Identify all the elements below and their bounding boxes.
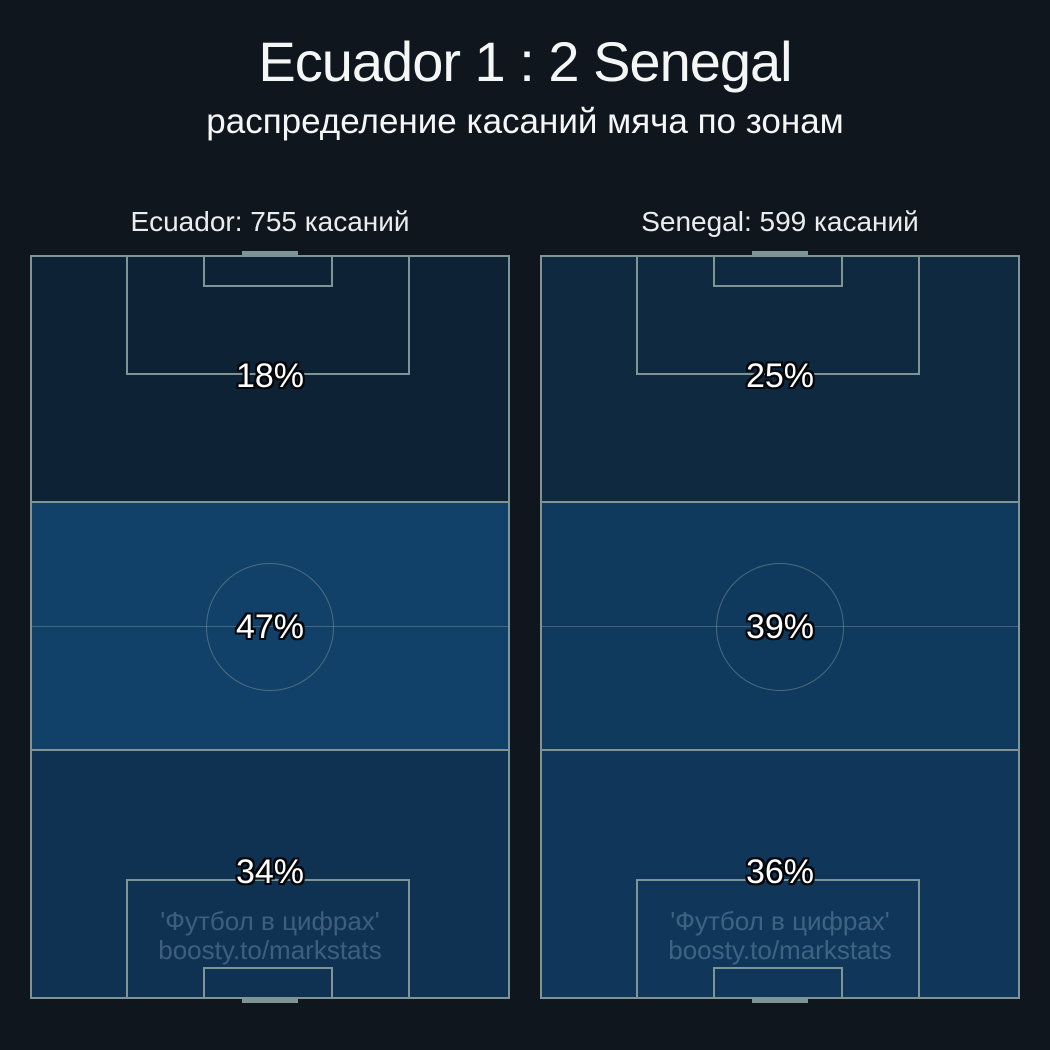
goal-bottom: [752, 997, 808, 1003]
zone-divider: [540, 501, 1020, 503]
penalty-box-bottom: [636, 879, 920, 999]
percent-label-defensive: 34%: [235, 853, 305, 891]
zone-divider: [30, 501, 510, 503]
pitch-senegal: 25% 39% 36% 'Футбол в цифрах' boosty.to/…: [540, 251, 1020, 1003]
watermark-line1: 'Футбол в цифрах': [670, 906, 890, 936]
match-title: Ecuador 1 : 2 Senegal: [258, 30, 792, 93]
zone-divider: [30, 749, 510, 751]
team-header-senegal: Senegal: 599 касаний: [641, 206, 919, 237]
zone-divider: [540, 749, 1020, 751]
zone-attacking-third: [540, 255, 1020, 503]
penalty-box-bottom: [126, 879, 410, 999]
percent-label-attacking: 18%: [235, 357, 305, 395]
percent-label-middle: 39%: [745, 608, 815, 646]
pitch-border: [30, 255, 510, 999]
penalty-box-top: [126, 255, 410, 375]
six-yard-box-top: [203, 255, 333, 287]
six-yard-box-bottom: [713, 967, 843, 999]
chart-subtitle: распределение касаний мяча по зонам: [206, 102, 844, 141]
zone-defensive-third: [540, 751, 1020, 999]
percent-label-attacking: 25%: [745, 357, 815, 395]
percent-label-defensive: 36%: [745, 853, 815, 891]
center-circle: [206, 563, 334, 691]
percent-label-middle: 47%: [235, 608, 305, 646]
team-header-ecuador: Ecuador: 755 касаний: [130, 206, 410, 237]
watermark: 'Футбол в цифрах' boosty.to/markstats: [30, 907, 510, 965]
six-yard-box-top: [713, 255, 843, 287]
goal-bottom: [242, 997, 298, 1003]
six-yard-box-bottom: [203, 967, 333, 999]
goal-top: [752, 251, 808, 257]
watermark-line2: boosty.to/markstats: [158, 935, 382, 965]
goal-top: [242, 251, 298, 257]
pitch-ecuador: 18% 47% 34% 'Футбол в цифрах' boosty.to/…: [30, 251, 510, 1003]
zone-defensive-third: [30, 751, 510, 999]
penalty-box-top: [636, 255, 920, 375]
watermark-line2: boosty.to/markstats: [668, 935, 892, 965]
zone-attacking-third: [30, 255, 510, 503]
watermark: 'Футбол в цифрах' boosty.to/markstats: [540, 907, 1020, 965]
watermark-line1: 'Футбол в цифрах': [160, 906, 380, 936]
pitch-border: [540, 255, 1020, 999]
center-circle: [716, 563, 844, 691]
